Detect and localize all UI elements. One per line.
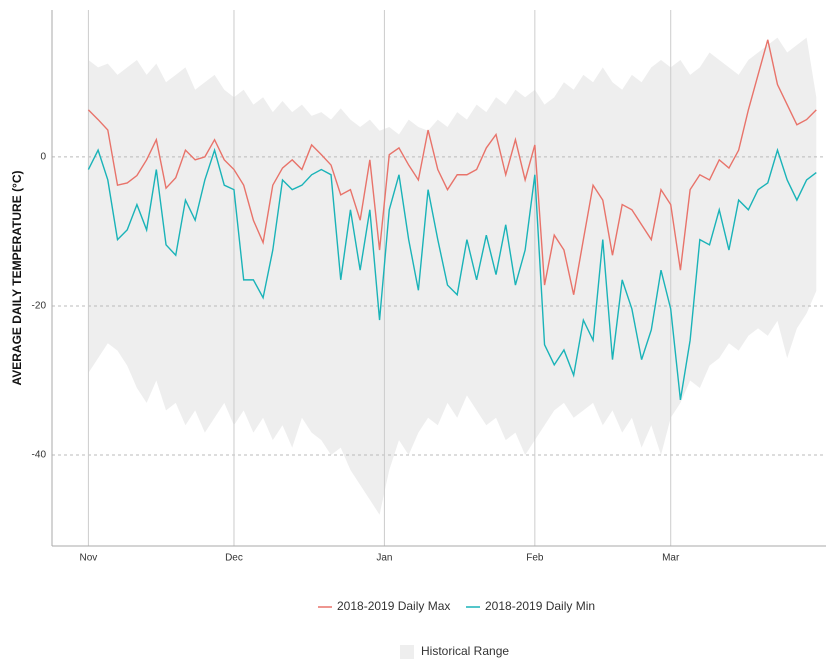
legend-label: 2018-2019 Daily Max: [337, 599, 450, 613]
x-tick-label: Dec: [225, 553, 243, 564]
y-axis-label: AVERAGE DAILY TEMPERATURE (°C): [10, 170, 24, 385]
x-tick-label: Feb: [526, 553, 544, 564]
series-line: [87, 147, 817, 400]
legend-label: 2018-2019 Daily Min: [485, 599, 595, 613]
x-tick-label: Nov: [79, 553, 97, 564]
y-tick-label: -40: [32, 450, 47, 461]
series-line: [87, 39, 817, 295]
y-tick-label: 0: [40, 152, 46, 163]
y-tick-label: -20: [32, 301, 47, 312]
historical-range: [88, 37, 817, 515]
x-tick-label: Jan: [376, 553, 392, 564]
legend-label: Historical Range: [421, 644, 509, 658]
legend-swatch: [400, 645, 414, 659]
x-tick-label: Mar: [662, 553, 680, 564]
